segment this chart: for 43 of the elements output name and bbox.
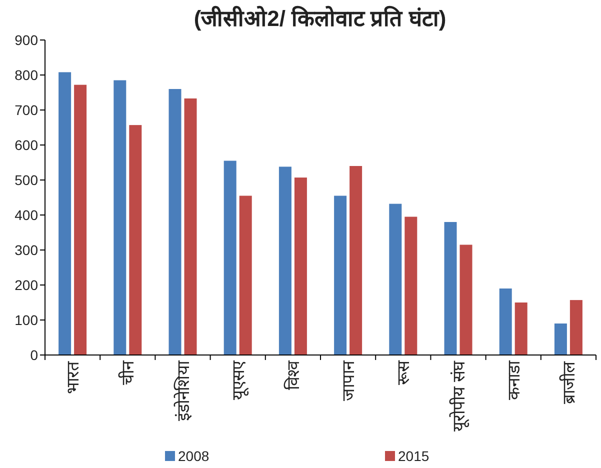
chart-title: (जीसीओ2/ किलोवाट प्रति घंटा) [194, 5, 446, 31]
bar [404, 216, 418, 355]
y-tick-label: 300 [14, 242, 38, 258]
bar [334, 196, 347, 355]
bar [74, 84, 87, 355]
bar [224, 160, 236, 355]
y-tick-label: 200 [14, 277, 38, 293]
y-tick-label: 600 [14, 137, 38, 153]
bar [350, 166, 362, 355]
bar [58, 72, 72, 355]
bar [514, 302, 528, 355]
x-tick-label: जापान [339, 360, 358, 401]
bar [570, 300, 582, 355]
x-tick-label: चीन [118, 360, 138, 385]
y-tick-label: 0 [30, 347, 38, 363]
bar [239, 196, 252, 355]
bar [114, 80, 126, 355]
y-tick-label: 800 [14, 67, 38, 83]
bar [278, 166, 292, 355]
x-tick-label: कनाडा [504, 360, 524, 400]
y-tick-label: 100 [14, 312, 38, 328]
bar [499, 288, 512, 355]
y-tick-label: 900 [14, 32, 38, 48]
bar [460, 244, 472, 355]
x-tick-label: भारत [64, 361, 83, 394]
legend-label: 2015 [398, 448, 430, 464]
x-tick-label: ब्राजील [558, 361, 578, 404]
y-tick-label: 700 [14, 102, 38, 118]
y-tick-label: 500 [14, 172, 38, 188]
bar [184, 98, 197, 355]
x-tick-label: विश्व [282, 360, 303, 390]
bar [554, 324, 567, 355]
bar [444, 222, 457, 355]
x-tick-label: रूस [394, 360, 414, 385]
x-tick-label: इंडोनेशिया [172, 360, 193, 421]
x-tick-label: यूएसए [228, 360, 249, 400]
bar [168, 89, 182, 355]
y-tick-label: 400 [14, 207, 38, 223]
bar [129, 125, 142, 355]
x-tick-label: यूरोपीय संघ [448, 360, 470, 432]
bar [294, 178, 307, 355]
legend-label: 2008 [178, 448, 210, 464]
bar [389, 204, 402, 355]
